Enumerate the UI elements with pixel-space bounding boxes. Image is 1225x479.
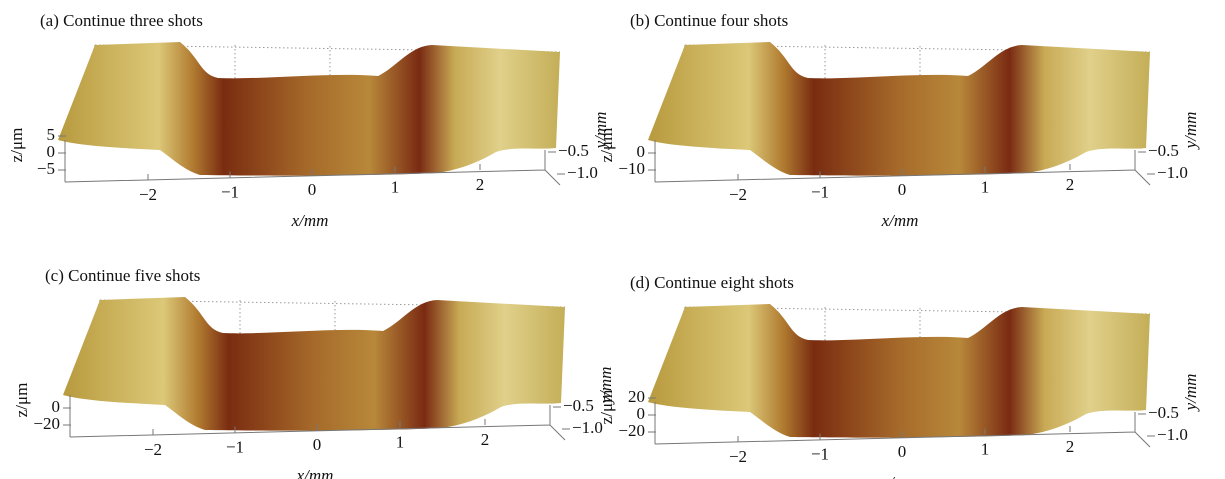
x-tick-label: 2 bbox=[1066, 175, 1075, 194]
x-tick-label: 0 bbox=[898, 180, 907, 199]
x-tick-label: −2 bbox=[139, 185, 157, 204]
z-axis-label: z/μm bbox=[597, 128, 616, 163]
panel: (d) Continue eight shots−2−1012x/mm200−2… bbox=[597, 273, 1200, 479]
box-back bbox=[72, 299, 566, 395]
x-tick-label: −2 bbox=[729, 447, 747, 466]
z-tick-label: 20 bbox=[628, 387, 645, 406]
x-tick-label: −2 bbox=[729, 185, 747, 204]
y-tick-label: −1.0 bbox=[1157, 163, 1188, 182]
x-tick-label: −1 bbox=[811, 182, 829, 201]
box-front bbox=[69, 395, 566, 441]
z-tick-label: −5 bbox=[37, 159, 55, 178]
x-tick-label: 1 bbox=[981, 439, 990, 458]
panel-title: (d) Continue eight shots bbox=[630, 273, 794, 292]
panel-title: (c) Continue five shots bbox=[45, 266, 200, 285]
x-axis-label: x/mm bbox=[881, 211, 919, 230]
z-tick-label: 5 bbox=[47, 125, 56, 144]
box-front bbox=[64, 140, 561, 186]
z-tick-label: 0 bbox=[637, 142, 646, 161]
x-tick-label: 1 bbox=[396, 432, 405, 451]
panel: (c) Continue five shots−2 −1 0 1 2x/mm0−20z/… bbox=[12, 266, 615, 479]
y-axis-label: y/mm bbox=[596, 367, 615, 406]
y-axis-label: y/mm bbox=[1181, 112, 1200, 151]
x-tick-label: −1 bbox=[221, 182, 239, 201]
x-tick-label: 0 bbox=[313, 435, 322, 454]
x-tick-label: 1 bbox=[391, 177, 400, 196]
x-tick-label: 2 bbox=[476, 175, 485, 194]
box-back bbox=[657, 306, 1151, 402]
x-tick-label: −1 bbox=[226, 437, 244, 456]
panel-title: (b) Continue four shots bbox=[630, 11, 788, 30]
surface bbox=[648, 304, 1150, 438]
z-tick-label: −10 bbox=[618, 159, 645, 178]
box-back bbox=[657, 44, 1151, 140]
z-axis-label: z/μm bbox=[597, 390, 616, 425]
z-tick-label: 0 bbox=[52, 397, 61, 416]
y-tick-label: −1.0 bbox=[567, 163, 598, 182]
y-tick-label: −1.0 bbox=[572, 418, 603, 437]
z-tick-label: −20 bbox=[33, 414, 60, 433]
surface bbox=[648, 42, 1150, 176]
x-tick-label: −2 bbox=[144, 440, 162, 459]
x-tick-label: 0 bbox=[308, 180, 317, 199]
y-axis-label: y/mm bbox=[1181, 374, 1200, 413]
y-tick-label: −0.5 bbox=[1148, 141, 1179, 160]
z-tick-label: 0 bbox=[47, 142, 56, 161]
x-axis-label: x/mm bbox=[296, 466, 334, 479]
box-back bbox=[67, 44, 561, 140]
panel: (a) Continue three shots−2 −1 0 1 2x/mm50−5z… bbox=[7, 11, 610, 230]
z-tick-label: 0 bbox=[637, 404, 646, 423]
box-front bbox=[654, 402, 1151, 448]
x-tick-label: −1 bbox=[811, 444, 829, 463]
z-axis-label: z/μm bbox=[12, 383, 31, 418]
box-front bbox=[654, 140, 1151, 186]
surface bbox=[63, 297, 565, 431]
x-tick-label: 0 bbox=[898, 442, 907, 461]
x-axis-label: x/mm bbox=[881, 473, 919, 479]
y-tick-label: −1.0 bbox=[1157, 425, 1188, 444]
y-tick-label: −0.5 bbox=[563, 396, 594, 415]
y-axis-label: y/mm bbox=[591, 112, 610, 151]
z-axis-label: z/μm bbox=[7, 128, 26, 163]
panel: (b) Continue four shots−2 −1 0 1 2x/mm0−10z/… bbox=[597, 11, 1200, 230]
z-tick-label: −20 bbox=[618, 421, 645, 440]
surface bbox=[58, 42, 560, 176]
panel-title: (a) Continue three shots bbox=[40, 11, 203, 30]
x-tick-label: 2 bbox=[1066, 437, 1075, 456]
x-tick-label: 1 bbox=[981, 177, 990, 196]
y-tick-label: −0.5 bbox=[1148, 403, 1179, 422]
y-tick-label: −0.5 bbox=[558, 141, 589, 160]
x-tick-label: 2 bbox=[481, 430, 490, 449]
x-axis-label: x/mm bbox=[291, 211, 329, 230]
